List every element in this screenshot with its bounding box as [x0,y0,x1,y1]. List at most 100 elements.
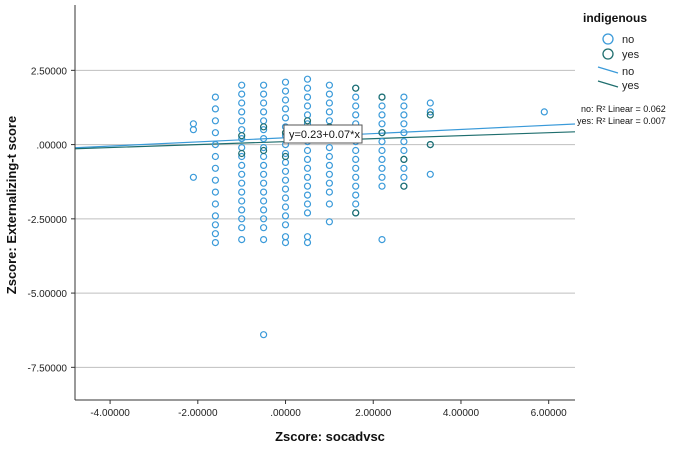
legend-entry-yes-line: yes [597,80,640,92]
point-no-41 [260,135,268,143]
point-no-95 [325,117,333,125]
point-no-10 [211,176,219,184]
point-no-24 [238,144,246,152]
point-no-71 [281,233,290,241]
point-no-8 [211,152,219,161]
tick-labels: -4.00000 -2.00000 .00000 2.00000 4.00000 6.00… [28,66,568,419]
point-no-124 [378,120,386,128]
y-tick-label-3: -5.00000 [28,289,68,300]
fit-equation-text: y=0.23+0.07*x [289,129,360,141]
legend-entry-yes-marker: yes [602,48,640,61]
point-no-72 [281,239,290,247]
point-no-34 [238,236,246,244]
fit-equation-callout[interactable]: y=0.23+0.07*x [283,124,363,144]
fit-equation-box [283,124,363,144]
point-yes-14 [400,155,408,163]
x-tick-label-2: .00000 [270,408,301,419]
point-no-102 [325,179,333,187]
x-tick-label-1: -2.00000 [178,408,218,419]
point-no-134 [400,102,408,110]
legend-entry-no-line: no [597,66,634,78]
point-no-36 [260,90,268,98]
point-no-19 [238,99,246,107]
point-yes-5 [281,152,290,161]
point-no-30 [238,197,246,205]
point-no-122 [378,102,386,110]
point-yes-12 [378,93,386,101]
point-no-3 [211,93,219,101]
point-no-32 [238,215,246,223]
point-no-18 [238,90,246,98]
point-no-51 [260,224,268,232]
point-yes-11 [352,209,360,217]
point-no-104 [325,200,333,208]
point-no-129 [378,164,386,172]
point-no-141 [400,164,408,172]
point-no-47 [260,188,268,196]
point-no-9 [211,164,219,172]
point-no-25 [238,152,246,161]
point-no-105 [325,218,333,226]
point-no-22 [238,126,246,134]
point-no-117 [352,182,360,190]
x-tick-label-0: -4.00000 [90,408,130,419]
point-no-76 [303,102,312,110]
legend-line-no [597,66,619,74]
point-no-147 [426,170,434,178]
point-no-15 [211,230,219,238]
point-no-127 [378,146,386,155]
point-no-27 [238,170,246,178]
point-yes-0 [238,132,246,140]
point-no-70 [281,221,290,229]
point-no-39 [260,117,268,125]
point-no-91 [325,81,333,89]
point-no-65 [281,176,290,184]
point-no-11 [211,188,219,196]
legend-label-no-marker: no [622,34,634,46]
y-tick-label-4: -7.50000 [28,363,68,374]
point-no-1 [189,126,197,134]
point-yes-13 [378,129,386,137]
point-no-6 [211,129,219,137]
x-tick-label-3: 2.00000 [355,408,392,419]
point-no-139 [400,146,408,155]
point-no-113 [352,146,360,155]
point-no-52 [260,236,268,244]
legend-entry-no-marker: no [602,33,634,46]
point-no-62 [281,149,290,158]
point-no-44 [260,161,268,169]
point-no-66 [281,185,290,193]
point-no-119 [352,200,360,208]
point-no-85 [303,182,312,190]
point-no-63 [281,158,290,166]
point-no-16 [211,239,219,247]
point-no-82 [303,155,312,163]
point-no-46 [260,179,268,187]
point-no-45 [260,170,268,178]
point-no-99 [325,152,333,161]
point-no-135 [400,111,408,119]
legend-line-yes [597,80,619,88]
point-yes-17 [426,141,434,149]
axes [74,5,575,401]
point-no-98 [325,144,333,152]
point-no-28 [238,179,246,187]
point-no-53 [260,331,268,339]
point-no-103 [325,188,333,196]
point-yes-16 [426,111,434,119]
point-no-54 [281,78,290,86]
legend-marker-no [602,33,614,45]
point-no-43 [260,152,268,161]
point-no-130 [378,173,386,181]
point-no-123 [378,111,386,119]
point-no-84 [303,173,312,181]
point-no-88 [303,209,312,217]
point-no-57 [281,105,290,113]
point-no-144 [426,99,434,107]
point-no-0 [189,120,197,128]
point-no-81 [303,146,312,155]
point-no-21 [238,117,246,125]
point-no-29 [238,188,246,196]
point-no-128 [378,155,386,163]
